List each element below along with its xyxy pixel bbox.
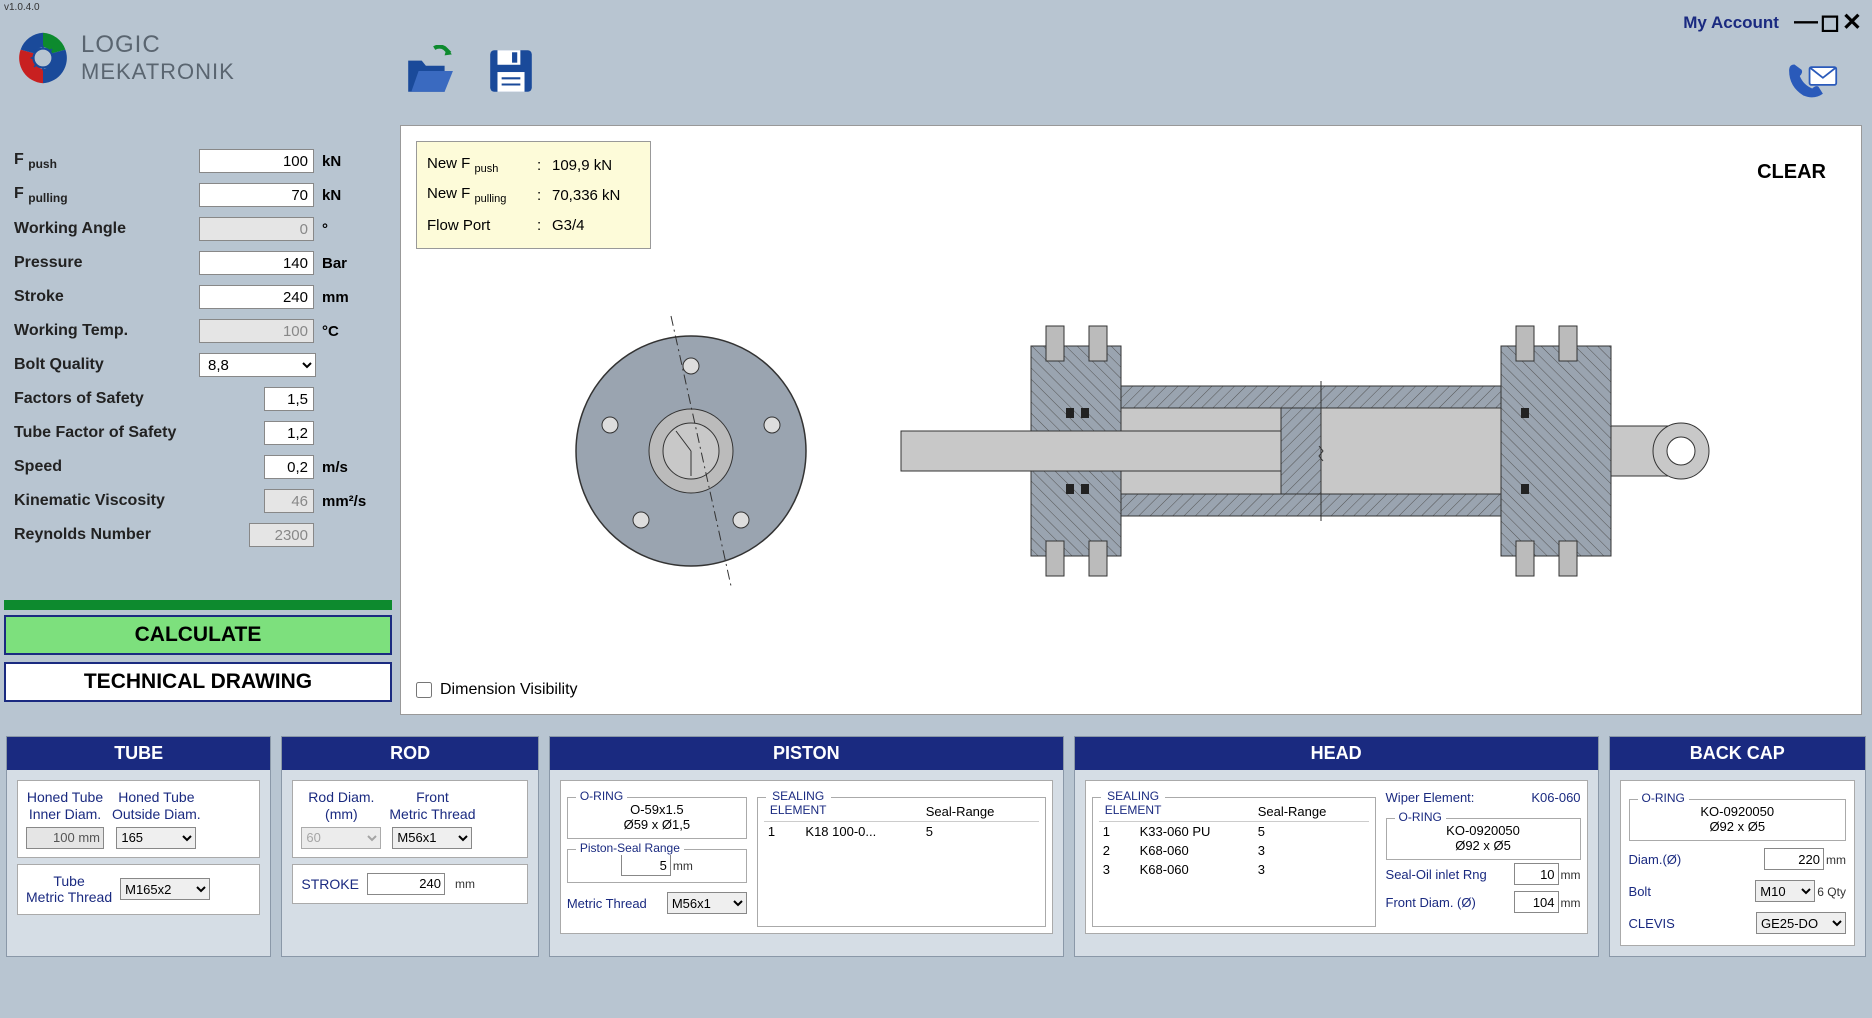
tube-header: TUBE (7, 737, 270, 770)
my-account-link[interactable]: My Account (1683, 13, 1779, 33)
head-seal-oil-input[interactable] (1514, 863, 1559, 885)
piston-panel: PISTON O-RING O-59x1.5 Ø59 x Ø1,5 Piston… (549, 736, 1064, 957)
save-icon[interactable] (485, 45, 537, 97)
technical-drawing-button[interactable]: TECHNICAL DRAWING (4, 662, 392, 702)
table-row: 1K18 100-0...5 (764, 822, 1039, 842)
head-front-diam-input[interactable] (1514, 891, 1559, 913)
reynolds-input (249, 523, 314, 547)
tube-outside-diam-select[interactable]: 165 (116, 827, 196, 849)
tube-panel: TUBE Honed Tube Inner Diam. Honed Tube O… (6, 736, 271, 957)
close-icon[interactable]: ✕ (1842, 8, 1862, 37)
progress-bar (4, 600, 392, 610)
f-pulling-input[interactable] (199, 183, 314, 207)
backcap-panel: BACK CAP O-RING KO-0920050 Ø92 x Ø5 Diam… (1609, 736, 1866, 957)
drawing-panel: New F push:109,9 kN New F pulling:70,336… (400, 125, 1862, 715)
rod-stroke-input[interactable] (367, 873, 445, 895)
parameters-panel: F pushkN F pullingkN Working Angle° Pres… (14, 145, 394, 553)
tube-thread-label: Tube Metric Thread (26, 873, 112, 907)
minimize-icon[interactable]: — (1794, 8, 1818, 37)
results-box: New F push:109,9 kN New F pulling:70,336… (416, 141, 651, 249)
rod-front-thread-select[interactable]: M56x1 (392, 827, 472, 849)
piston-seal-range-input[interactable] (621, 854, 671, 876)
tube-inner-diam-label: Honed Tube Inner Diam. (27, 789, 103, 823)
logo: LOGIC MEKATRONIK (15, 30, 235, 86)
rod-panel: ROD Rod Diam. (mm)60 Front Metric Thread… (281, 736, 538, 957)
version-label: v1.0.4.0 (4, 2, 40, 13)
logo-text-1: LOGIC (81, 31, 235, 59)
logo-icon (15, 30, 71, 86)
rod-diam-select: 60 (301, 827, 381, 849)
stroke-input[interactable] (199, 285, 314, 309)
cylinder-drawing (571, 296, 1721, 606)
maximize-icon[interactable]: ◻ (1820, 8, 1840, 37)
working-angle-input (199, 217, 314, 241)
logo-text-2: MEKATRONIK (81, 59, 235, 85)
backcap-bolt-select[interactable]: M10 (1755, 880, 1815, 902)
piston-header: PISTON (550, 737, 1063, 770)
contact-icon[interactable] (1786, 60, 1842, 100)
piston-thread-select[interactable]: M56x1 (667, 892, 747, 914)
open-file-icon[interactable] (403, 45, 455, 97)
backcap-clevis-select[interactable]: GE25-DO (1756, 912, 1846, 934)
table-row: 2K68-0603 (1099, 841, 1369, 860)
kin-viscosity-input (264, 489, 314, 513)
tube-thread-select[interactable]: M165x2 (120, 878, 210, 900)
factors-safety-input[interactable] (264, 387, 314, 411)
head-header: HEAD (1075, 737, 1598, 770)
tube-factor-safety-input[interactable] (264, 421, 314, 445)
working-temp-input (199, 319, 314, 343)
backcap-diam-input[interactable] (1764, 848, 1824, 870)
calculate-button[interactable]: CALCULATE (4, 615, 392, 655)
f-push-input[interactable] (199, 149, 314, 173)
table-row: 1K33-060 PU5 (1099, 822, 1369, 842)
head-panel: HEAD SEALING ELEMENT NoSealSeal-Range 1K… (1074, 736, 1599, 957)
dim-vis-input[interactable] (416, 682, 432, 698)
dimension-visibility-checkbox[interactable]: Dimension Visibility (416, 681, 578, 699)
backcap-header: BACK CAP (1610, 737, 1865, 770)
table-row: 3K68-0603 (1099, 860, 1369, 879)
tube-inner-diam-input (26, 827, 104, 849)
rod-header: ROD (282, 737, 537, 770)
clear-button[interactable]: CLEAR (1757, 161, 1826, 184)
bolt-quality-select[interactable]: 8,8 (199, 353, 316, 377)
speed-input[interactable] (264, 455, 314, 479)
pressure-input[interactable] (199, 251, 314, 275)
tube-outside-diam-label: Honed Tube Outside Diam. (112, 789, 201, 823)
